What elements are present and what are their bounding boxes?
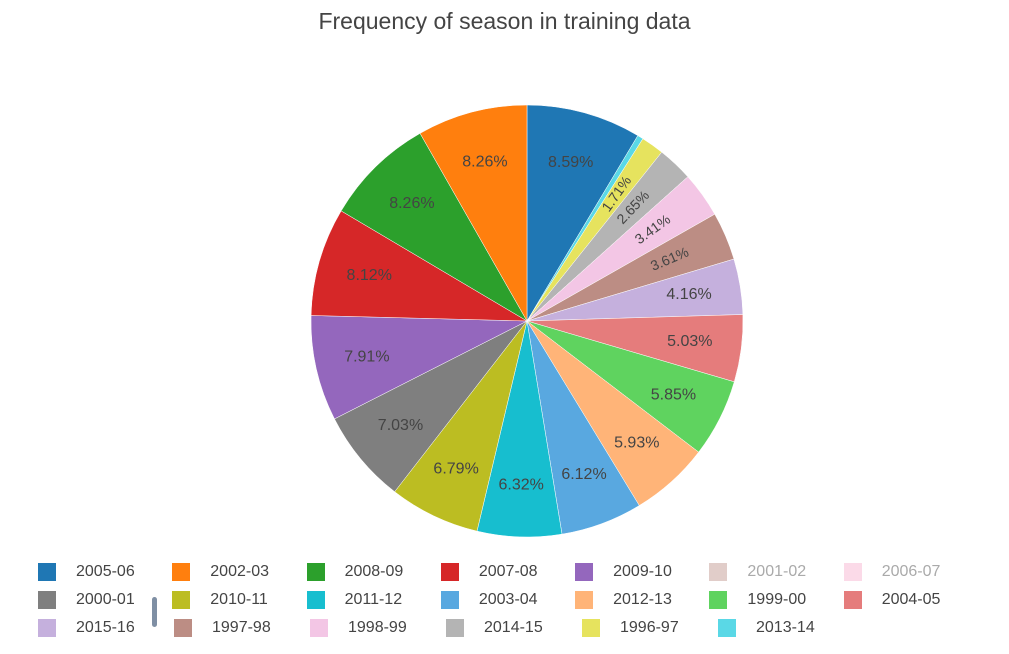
legend-label: 2000-01: [76, 591, 135, 608]
legend-label: 2009-10: [613, 563, 672, 580]
slice-label-2015-16: 4.16%: [666, 286, 711, 303]
slice-label-2012-13: 5.93%: [614, 434, 659, 451]
slice-label-2007-08: 8.12%: [347, 267, 392, 284]
legend-swatch: [38, 619, 56, 637]
legend-label: 2013-14: [756, 619, 815, 636]
legend-item-2006-07[interactable]: 2006-07: [843, 558, 978, 586]
legend-swatch: [306, 563, 325, 581]
chart-title: Frequency of season in training data: [318, 8, 691, 34]
legend-item-1999-00[interactable]: 1999-00: [709, 586, 843, 614]
legend-swatch: [38, 591, 56, 609]
legend-item-2012-13[interactable]: 2012-13: [575, 586, 709, 614]
slice-label-2010-11: 6.79%: [433, 460, 478, 477]
slice-label-2005-06: 8.59%: [548, 154, 593, 171]
legend-swatch: [575, 563, 594, 581]
legend: 2005-06 2002-03 2008-09 2007-08 2009-10 2001-…: [38, 558, 978, 642]
legend-swatch: [582, 619, 600, 637]
legend-item-2013-14[interactable]: 2013-14: [718, 614, 854, 642]
legend-swatch: [575, 591, 594, 609]
legend-item-2001-02[interactable]: 2001-02: [709, 558, 843, 586]
legend-item-2015-16[interactable]: 2015-16: [38, 614, 174, 642]
legend-swatch: [306, 591, 325, 609]
legend-swatch: [172, 563, 191, 581]
legend-swatch: [440, 563, 459, 581]
slice-label-1999-00: 5.85%: [651, 386, 696, 403]
legend-item-2004-05[interactable]: 2004-05: [843, 586, 978, 614]
legend-swatch: [843, 563, 862, 581]
legend-swatch: [718, 619, 736, 637]
legend-scrollbar[interactable]: [152, 597, 157, 627]
slice-label-2000-01: 7.03%: [378, 417, 423, 434]
legend-label: 2008-09: [344, 563, 404, 580]
legend-item-1996-97[interactable]: 1996-97: [582, 614, 718, 642]
legend-item-2008-09[interactable]: 2008-09: [306, 558, 441, 586]
legend-swatch: [172, 591, 191, 609]
legend-label: 2014-15: [484, 619, 543, 636]
slice-label-2011-12: 6.32%: [498, 476, 543, 493]
legend-row: 2015-16 1997-98 1998-99 2014-15 1996-97 2013-…: [38, 614, 978, 642]
slice-label-2009-10: 7.91%: [344, 348, 389, 365]
legend-item-2000-01[interactable]: 2000-01: [38, 586, 172, 614]
legend-item-2007-08[interactable]: 2007-08: [440, 558, 575, 586]
legend-label: 1998-99: [348, 619, 407, 636]
legend-label: 2007-08: [478, 563, 538, 580]
legend-swatch: [440, 591, 459, 609]
legend-label: 2002-03: [210, 563, 269, 580]
legend-label: 1997-98: [212, 619, 271, 636]
legend-item-2014-15[interactable]: 2014-15: [446, 614, 582, 642]
slice-label-2002-03: 8.26%: [462, 154, 507, 171]
legend-label: 2005-06: [76, 563, 135, 580]
legend-label: 1999-00: [747, 591, 807, 608]
legend-swatch: [709, 563, 728, 581]
legend-label: 2006-07: [881, 563, 941, 580]
legend-item-1997-98[interactable]: 1997-98: [174, 614, 310, 642]
legend-swatch: [38, 563, 56, 581]
pie-slice-2008-09[interactable]: [340, 132, 528, 322]
legend-row: 2000-01 2010-11 2011-12 2003-04 2012-13 1999-…: [38, 586, 978, 614]
pie-slices: [310, 104, 744, 538]
legend-swatch: [174, 619, 192, 637]
legend-row: 2005-06 2002-03 2008-09 2007-08 2009-10 2001-…: [38, 558, 978, 586]
legend-swatch: [310, 619, 328, 637]
pie-slice-2005-06[interactable]: [526, 104, 639, 322]
legend-swatch: [446, 619, 464, 637]
pie-slice-2007-08[interactable]: [310, 210, 528, 322]
legend-label: 2004-05: [881, 591, 941, 608]
legend-label: 2003-04: [478, 591, 538, 608]
legend-item-2005-06[interactable]: 2005-06: [38, 558, 172, 586]
pie-chart[interactable]: 8.59%1.71%2.65%3.41%3.61%4.16%5.03%5.85%…: [0, 0, 1009, 560]
pie-slice-2009-10[interactable]: [310, 315, 528, 420]
legend-label: 2015-16: [76, 619, 135, 636]
legend-item-2009-10[interactable]: 2009-10: [575, 558, 709, 586]
legend-swatch: [843, 591, 862, 609]
legend-label: 2001-02: [747, 563, 807, 580]
pie-slice-2002-03[interactable]: [419, 104, 528, 322]
legend-label: 2011-12: [344, 591, 403, 608]
legend-item-2003-04[interactable]: 2003-04: [440, 586, 575, 614]
legend-label: 2010-11: [210, 591, 268, 608]
legend-item-2011-12[interactable]: 2011-12: [306, 586, 441, 614]
legend-item-2010-11[interactable]: 2010-11: [172, 586, 306, 614]
legend-label: 1996-97: [620, 619, 679, 636]
slice-label-2004-05: 5.03%: [667, 333, 712, 350]
slice-label-2003-04: 6.12%: [561, 466, 606, 483]
legend-label: 2012-13: [613, 591, 672, 608]
legend-item-1998-99[interactable]: 1998-99: [310, 614, 446, 642]
legend-item-2002-03[interactable]: 2002-03: [172, 558, 306, 586]
legend-swatch: [709, 591, 728, 609]
slice-label-2008-09: 8.26%: [389, 195, 434, 212]
